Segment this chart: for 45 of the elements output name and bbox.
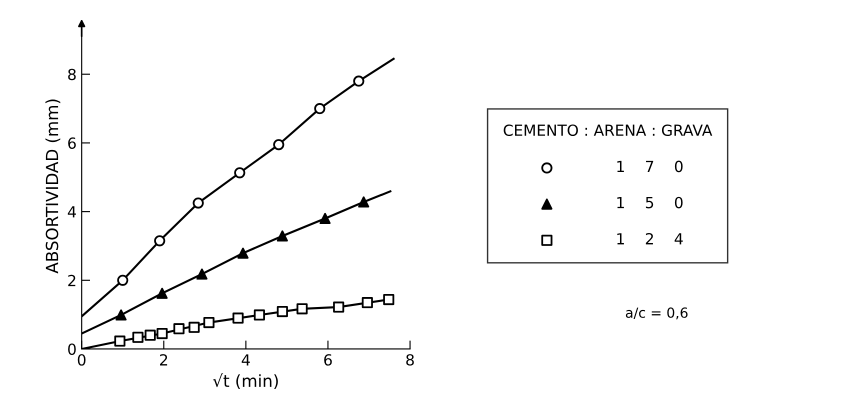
- y-tick-label: 4: [68, 206, 76, 218]
- point: [132, 332, 144, 343]
- point: [237, 248, 249, 259]
- x-tick-label: 6: [324, 354, 332, 366]
- point: [383, 294, 394, 306]
- point: [144, 330, 156, 341]
- text: 1 5 0: [617, 196, 683, 208]
- point: [154, 235, 166, 246]
- y-tick-label: 8: [68, 68, 76, 80]
- point: [196, 268, 208, 280]
- point: [276, 306, 288, 318]
- point: [254, 309, 265, 321]
- point: [192, 197, 204, 209]
- text: 1 7 0: [617, 160, 683, 172]
- x-tick-label: 4: [242, 354, 250, 366]
- x-axis-title: √t (min): [212, 373, 278, 390]
- point: [117, 274, 128, 286]
- point: [353, 76, 364, 87]
- x-tick-label: 0: [78, 354, 86, 366]
- y-axis-title: ABSORTIVIDAD (mm): [45, 99, 60, 274]
- point: [296, 303, 308, 314]
- y-tick-label: 2: [68, 274, 76, 286]
- point: [333, 302, 344, 313]
- point: [203, 316, 214, 328]
- text: a/c = 0,6: [626, 307, 688, 320]
- point: [358, 196, 370, 208]
- x-tick-label: 2: [160, 354, 168, 366]
- legend-title: CEMENTO : ARENA : GRAVA: [504, 124, 712, 136]
- x-tick-label: 8: [406, 354, 414, 366]
- point: [362, 297, 373, 308]
- y-tick-label: 0: [68, 343, 76, 356]
- point: [114, 336, 126, 347]
- point: [234, 167, 246, 178]
- point: [320, 212, 331, 224]
- text: 1 2 4: [617, 232, 683, 244]
- point: [156, 328, 168, 340]
- point: [276, 230, 288, 242]
- point: [314, 103, 326, 114]
- point: [188, 322, 200, 333]
- point: [156, 288, 168, 299]
- point: [232, 312, 244, 324]
- y-tick-label: 6: [68, 137, 76, 149]
- point: [173, 323, 185, 334]
- point: [116, 309, 127, 321]
- point: [273, 139, 284, 150]
